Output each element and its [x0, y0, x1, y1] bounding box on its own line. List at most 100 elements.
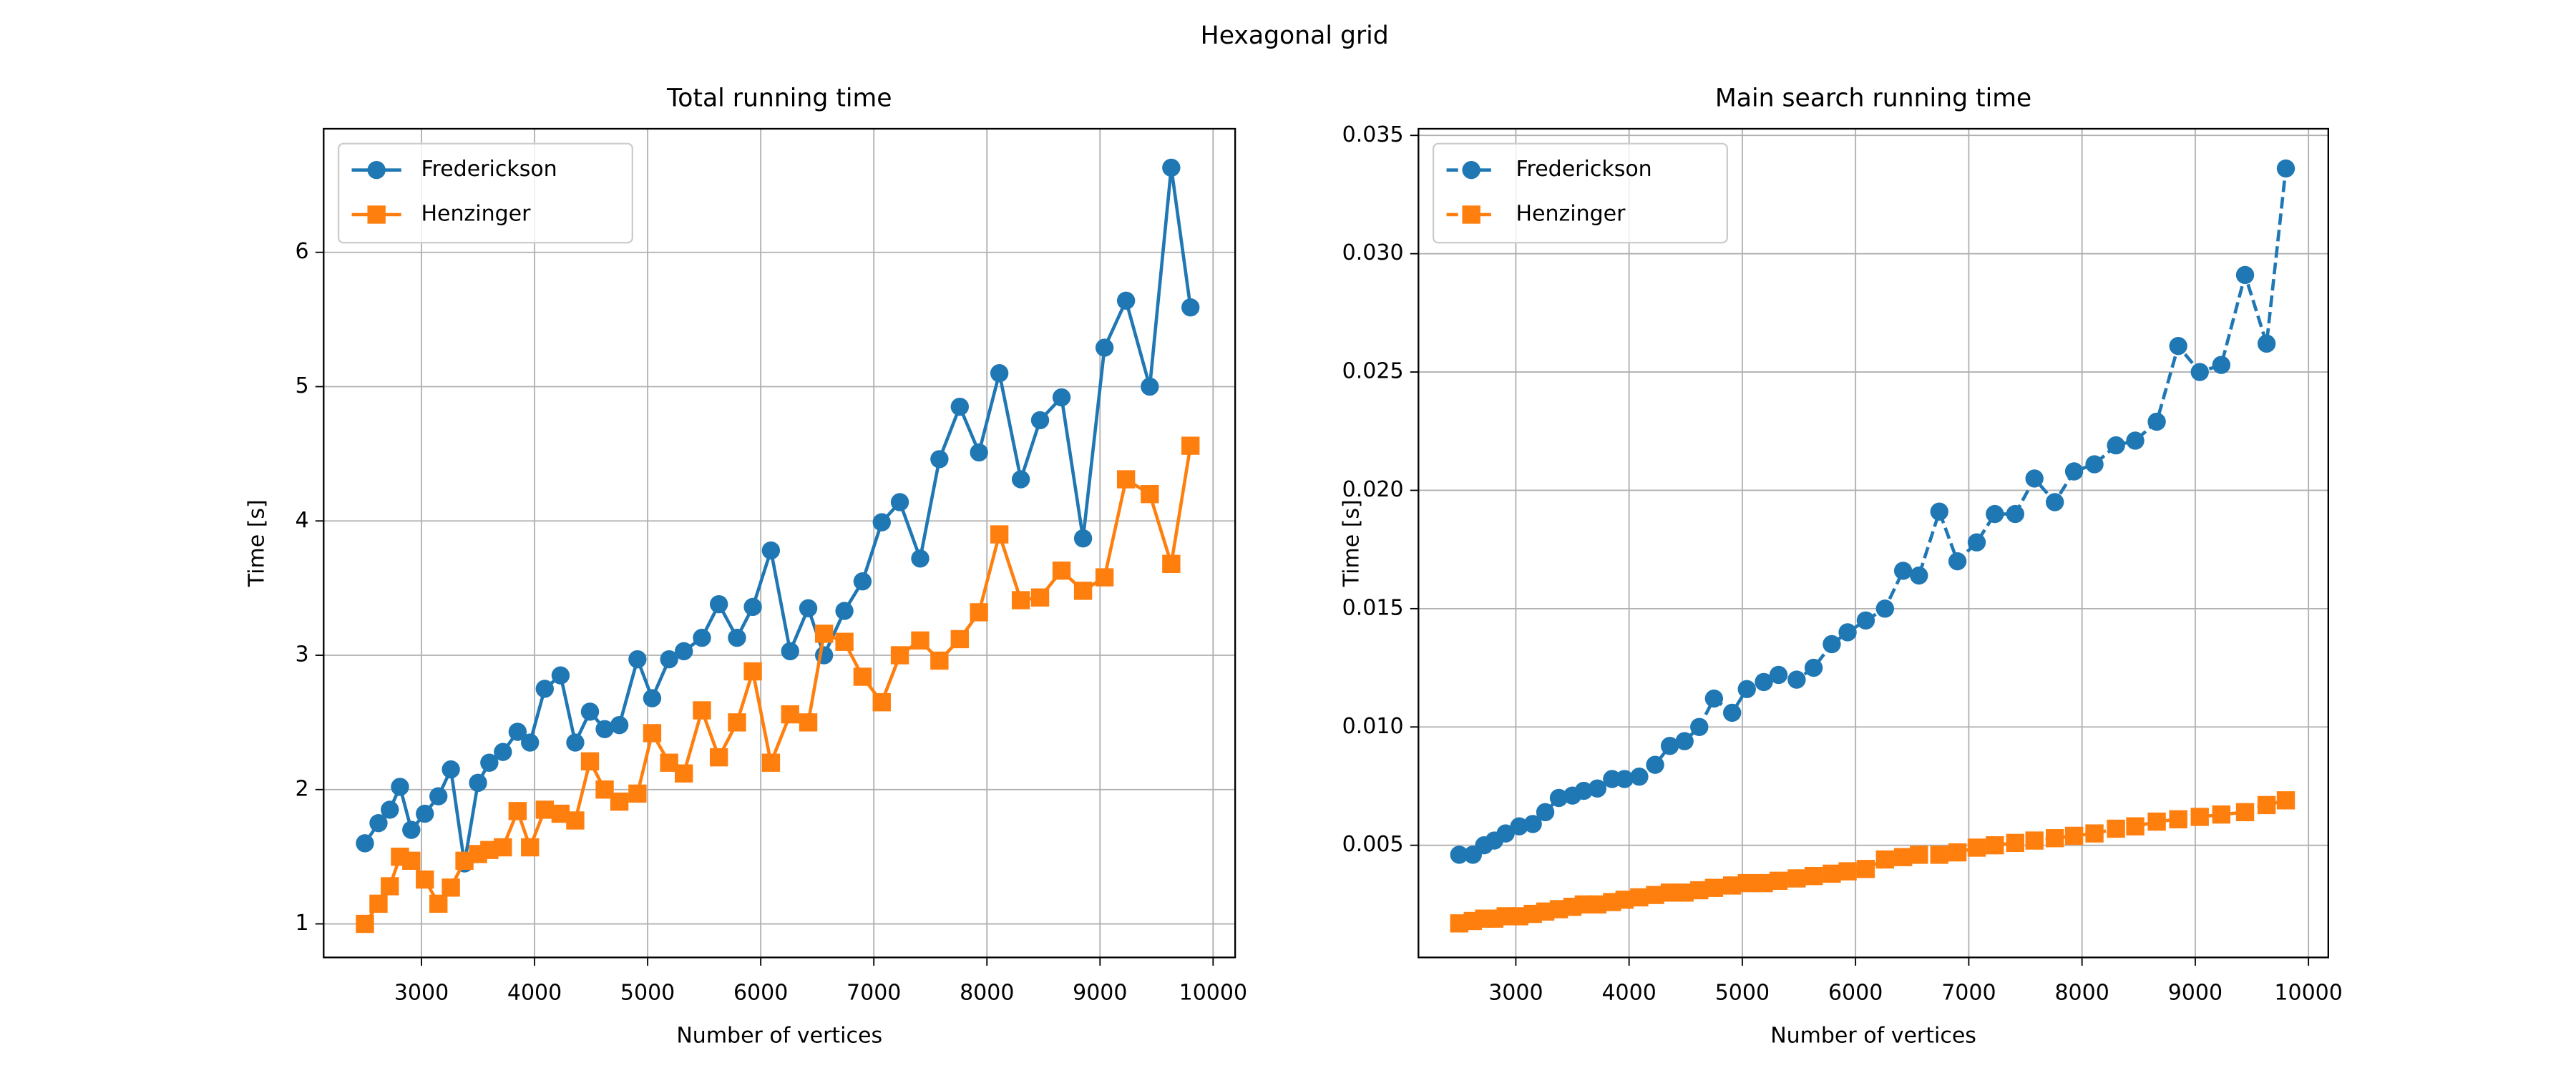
x-tick-label: 10000	[2274, 981, 2342, 1006]
marker	[1967, 838, 1986, 857]
marker	[480, 753, 499, 772]
legend-marker	[1462, 161, 1480, 180]
marker	[1496, 824, 1515, 843]
marker	[660, 650, 678, 669]
marker	[1181, 436, 1200, 455]
marker	[566, 811, 585, 830]
marker	[429, 894, 448, 913]
x-tick-label: 9000	[2168, 981, 2223, 1006]
marker	[1615, 770, 1634, 788]
marker	[911, 631, 930, 650]
marker	[693, 701, 711, 720]
marker	[728, 628, 746, 647]
marker	[1838, 862, 1857, 881]
y-axis-label: Time [s]	[1340, 499, 1365, 587]
marker	[970, 603, 988, 622]
marker	[835, 632, 854, 651]
marker	[628, 650, 647, 669]
x-tick-label: 5000	[620, 981, 675, 1006]
marker	[872, 693, 891, 712]
marker	[1755, 672, 1773, 692]
marker	[535, 800, 554, 819]
marker	[1690, 717, 1709, 736]
marker	[1630, 768, 1649, 786]
marker	[1116, 291, 1136, 310]
legend-label: Henzinger	[421, 202, 531, 227]
x-tick-label: 6000	[1828, 981, 1883, 1006]
marker	[835, 602, 854, 620]
y-axis-label: Time [s]	[245, 499, 270, 587]
marker	[2107, 436, 2125, 455]
marker	[1116, 470, 1136, 489]
marker	[2126, 431, 2145, 450]
marker	[2147, 812, 2166, 831]
x-tick-label: 8000	[2054, 981, 2109, 1006]
marker	[1646, 755, 1664, 774]
marker	[2212, 356, 2230, 374]
y-tick-label: 0.035	[1342, 122, 1404, 147]
marker	[2064, 462, 2084, 481]
marker	[402, 851, 421, 870]
marker	[535, 680, 554, 698]
series-line	[364, 167, 1193, 864]
y-tick-label: 0.010	[1342, 714, 1404, 739]
marker	[1704, 689, 1724, 708]
marker	[1162, 554, 1181, 574]
marker	[441, 878, 460, 897]
marker	[950, 397, 970, 416]
marker	[1967, 533, 1986, 552]
marker	[1704, 878, 1724, 897]
marker	[1052, 388, 1071, 407]
marker	[1893, 562, 1913, 580]
marker	[551, 666, 570, 685]
marker	[441, 760, 460, 779]
marker	[2190, 363, 2209, 381]
legend-label: Frederickson	[421, 157, 557, 182]
marker	[429, 787, 448, 805]
marker	[1603, 770, 1621, 788]
axes-title: Total running time	[666, 84, 892, 112]
marker	[610, 715, 629, 735]
legend-marker	[367, 161, 386, 180]
marker	[494, 838, 512, 857]
marker	[1675, 732, 1694, 750]
x-axis-label: Number of vertices	[1770, 1024, 1976, 1049]
marker	[416, 804, 434, 823]
x-tick-label: 5000	[1715, 981, 1770, 1006]
marker	[643, 724, 662, 743]
marker	[674, 642, 693, 661]
marker	[1986, 836, 2004, 855]
marker	[1986, 504, 2004, 524]
x-tick-label: 7000	[847, 981, 901, 1006]
marker	[1630, 888, 1649, 907]
marker	[1073, 582, 1093, 600]
marker	[814, 624, 834, 643]
x-tick-label: 9000	[1073, 981, 1127, 1006]
y-tick-label: 0.015	[1342, 595, 1404, 620]
marker	[2212, 805, 2230, 824]
marker	[2169, 336, 2187, 356]
marker	[1052, 562, 1071, 580]
marker	[743, 662, 762, 681]
marker	[508, 722, 527, 741]
x-tick-label: 4000	[507, 981, 562, 1006]
marker	[743, 597, 762, 617]
marker	[1948, 843, 1967, 862]
x-axis-label: Number of vertices	[676, 1024, 882, 1049]
marker	[1073, 529, 1093, 548]
marker	[2257, 334, 2276, 353]
y-tick-label: 0.030	[1342, 240, 1404, 265]
marker	[2085, 824, 2104, 843]
marker	[1141, 485, 1159, 504]
marker	[930, 651, 949, 670]
marker	[628, 784, 647, 803]
marker	[709, 594, 728, 614]
marker	[1823, 635, 1841, 654]
x-tick-label: 4000	[1601, 981, 1656, 1006]
legend-label: Frederickson	[1516, 157, 1652, 182]
marker	[728, 713, 746, 732]
marker	[930, 450, 949, 469]
marker	[1722, 703, 1742, 722]
y-tick-label: 4	[295, 508, 308, 533]
